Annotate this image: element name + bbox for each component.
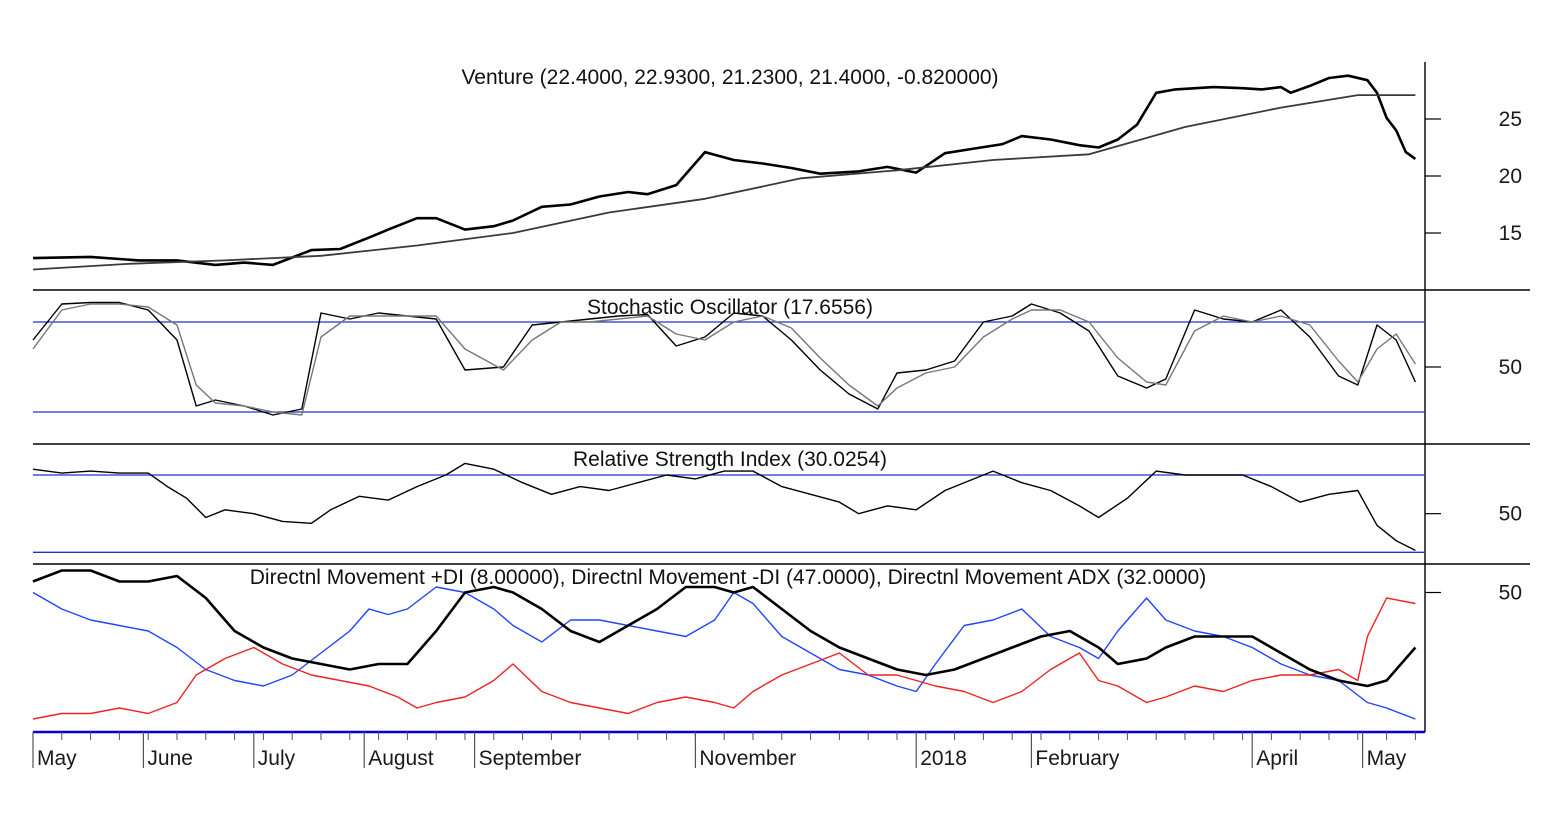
x-tick-label: June [147,747,193,770]
x-tick-label: February [1035,747,1120,770]
y-tick-label: 50 [1499,503,1522,526]
panel-title-dmi: Directnl Movement +DI (8.00000), Directn… [250,566,1206,589]
x-tick-label: 2018 [920,747,967,770]
panel-title-price: Venture (22.4000, 22.9300, 21.2300, 21.4… [461,66,998,89]
x-tick-label: August [368,747,434,770]
x-tick-label: November [699,747,796,770]
y-tick-label: 50 [1499,356,1522,379]
series--k-line [32,301,1417,416]
series-price-line [32,74,1417,267]
x-tick-label: September [479,747,582,770]
series-adx-line [32,569,1417,688]
series-moving-average-line [32,94,1416,271]
series--d-line [32,303,1416,416]
x-tick-label: April [1256,747,1298,770]
panel-title-stochastic: Stochastic Oscillator (17.6556) [587,296,873,319]
series-rsi-line [32,462,1416,552]
panel-title-rsi: Relative Strength Index (30.0254) [573,448,887,471]
x-tick-label: May [1367,747,1407,770]
x-tick-label: May [37,747,77,770]
y-tick-label: 25 [1499,108,1522,131]
series--di-line [32,597,1416,720]
x-tick-label: July [258,747,296,770]
y-tick-label: 20 [1499,165,1522,188]
y-tick-label: 50 [1499,582,1522,605]
y-tick-label: 15 [1499,222,1522,245]
